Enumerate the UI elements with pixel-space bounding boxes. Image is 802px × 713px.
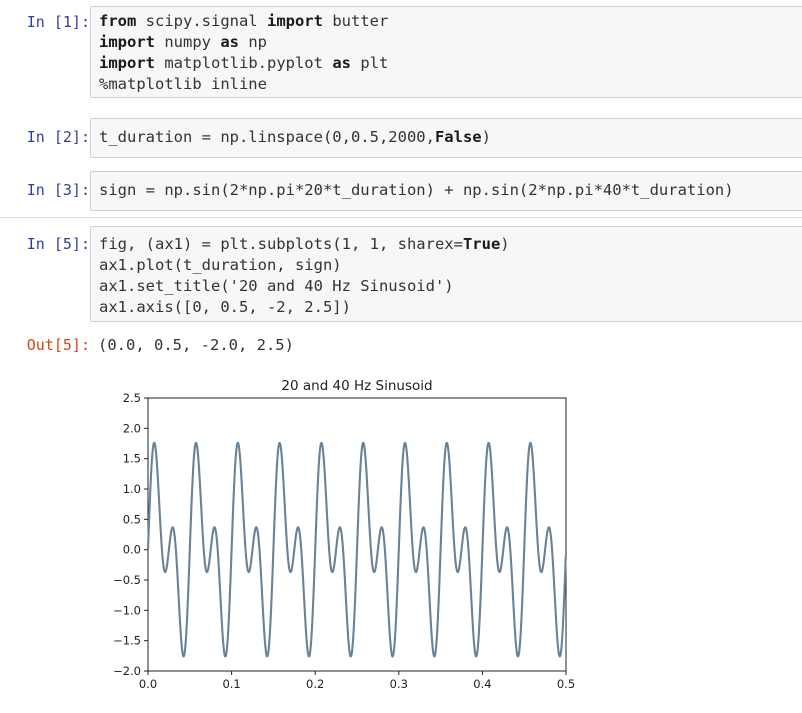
code-cell-1[interactable]: In [1]: from scipy.signal import butter … [0,6,802,98]
y-tick-label: 1.5 [123,452,141,466]
code-token: fig, (ax1) = plt.subplots(1, 1, sharex= [99,235,463,253]
code-input[interactable]: t_duration = np.linspace(0,0.5,2000,Fals… [90,118,802,158]
code-token: np [239,33,267,51]
code-cell-5[interactable]: In [5]: fig, (ax1) = plt.subplots(1, 1, … [0,226,802,322]
y-tick-label: −1.0 [113,603,141,617]
keyword: False [434,128,482,146]
code-text: sign = np.sin(2*np.pi*20*t_duration) + n… [91,172,802,205]
x-tick-label: 0.4 [473,677,491,691]
keyword: as [220,33,239,51]
input-prompt: In [3]: [26,181,90,199]
code-cell-2[interactable]: In [2]: t_duration = np.linspace(0,0.5,2… [0,118,802,158]
x-tick-label: 0.3 [390,677,408,691]
code-line: import matplotlib.pyplot as plt [99,54,388,72]
code-line: import numpy as np [99,33,267,51]
input-prompt: In [5]: [26,235,90,253]
code-line: %matplotlib inline [99,75,267,93]
x-tick-label: 0.0 [139,677,157,691]
keyword: import [99,33,155,51]
input-prompt: In [1]: [26,13,90,31]
sinusoid-plot: 20 and 40 Hz Sinusoid 2.52.01.51.00.50.0… [113,378,575,691]
code-text: from scipy.signal import butter import n… [91,7,802,99]
output-text: (0.0, 0.5, -2.0, 2.5) [98,336,294,354]
code-token: ax1.axis([0, 0.5, -2, 2.5]) [99,298,351,316]
keyword: import [99,54,155,72]
code-line: t_duration = np.linspace(0,0.5,2000,Fals… [99,128,491,146]
code-token: matplotlib.pyplot [155,54,333,72]
code-input[interactable]: fig, (ax1) = plt.subplots(1, 1, sharex=T… [90,226,802,322]
code-input[interactable]: from scipy.signal import butter import n… [90,6,802,98]
code-token: %matplotlib inline [99,75,267,93]
code-line: ax1.set_title('20 and 40 Hz Sinusoid') [99,277,454,295]
x-tick-label: 0.1 [222,677,240,691]
x-axis: 0.0 0.1 0.2 0.3 0.4 0.5 [139,671,575,691]
keyword: as [332,54,351,72]
code-token: sign = np.sin(2*np.pi*20*t_duration) + n… [99,181,734,199]
y-axis: 2.5 2.0 1.5 1.0 0.5 0.0 −0.5 −1.0 −1.5 −2.0 [113,391,148,678]
code-token: numpy [155,33,221,51]
code-cell-3[interactable]: In [3]: sign = np.sin(2*np.pi*20*t_durat… [0,171,802,211]
code-line: ax1.plot(t_duration, sign) [99,256,342,274]
code-line: sign = np.sin(2*np.pi*20*t_duration) + n… [99,181,734,199]
y-tick-label: −2.0 [113,664,141,678]
code-token: ax1.plot(t_duration, sign) [99,256,342,274]
code-token: ) [500,235,510,253]
code-token: ax1.set_title('20 and 40 Hz Sinusoid') [99,277,454,295]
code-token: butter [322,12,389,30]
code-token: ) [481,128,491,146]
y-tick-label: 0.0 [123,543,141,557]
series-line [146,441,567,658]
code-token: plt [350,54,389,72]
keyword: from [99,12,137,30]
y-tick-label: −1.5 [113,634,141,648]
output-prompt: Out[5]: [26,336,90,354]
code-line: fig, (ax1) = plt.subplots(1, 1, sharex=T… [99,235,510,253]
code-line: ax1.axis([0, 0.5, -2, 2.5]) [99,298,351,316]
chart-title: 20 and 40 Hz Sinusoid [281,378,432,394]
y-tick-label: 0.5 [123,512,141,526]
code-token: scipy.signal [136,12,267,30]
x-tick-label: 0.5 [557,677,575,691]
code-input[interactable]: sign = np.sin(2*np.pi*20*t_duration) + n… [90,171,802,211]
y-tick-label: 2.0 [123,421,141,435]
code-text: t_duration = np.linspace(0,0.5,2000,Fals… [91,119,802,152]
code-text: fig, (ax1) = plt.subplots(1, 1, sharex=T… [91,227,802,322]
code-token: t_duration = np.linspace(0,0.5,2000, [99,128,435,146]
keyword: True [462,235,501,253]
input-prompt: In [2]: [26,128,90,146]
cell-divider [0,217,802,218]
x-tick-label: 0.2 [306,677,324,691]
y-tick-label: −0.5 [113,573,141,587]
keyword: import [266,12,323,30]
y-tick-label: 1.0 [123,482,141,496]
code-line: from scipy.signal import butter [99,12,388,30]
y-tick-label: 2.5 [123,391,141,405]
